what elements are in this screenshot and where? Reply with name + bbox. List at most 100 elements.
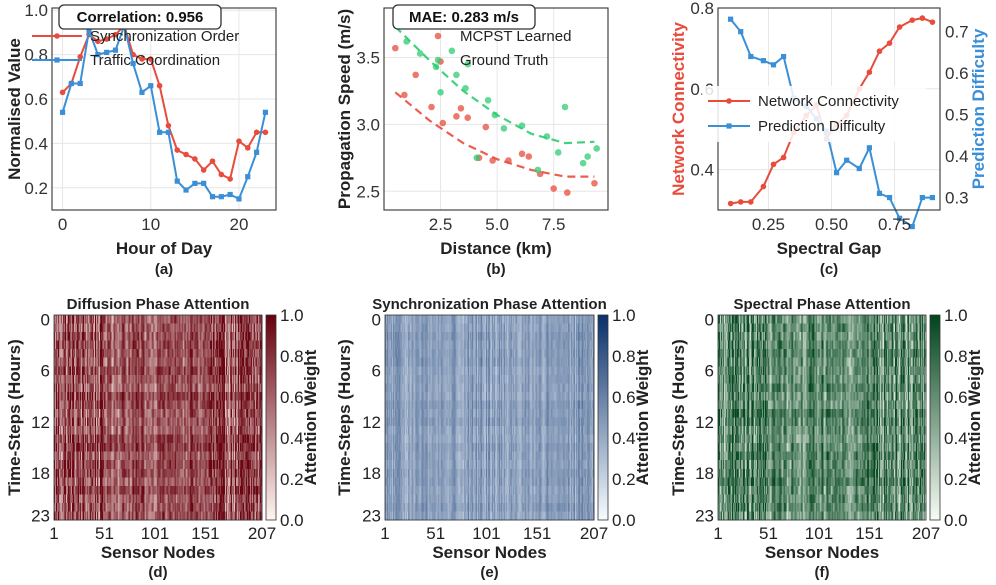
heatmap-cell xyxy=(140,408,142,418)
heatmap-cell xyxy=(164,332,166,341)
heatmap-cell xyxy=(118,408,120,418)
heatmap-cell xyxy=(86,417,88,427)
heatmap-cell xyxy=(174,332,176,341)
heatmap-cell xyxy=(83,315,85,324)
heatmap-cell xyxy=(173,417,175,427)
heatmap-cell xyxy=(123,400,125,410)
heatmap-cell xyxy=(97,391,99,401)
heatmap-cell xyxy=(175,400,177,410)
heatmap-cell xyxy=(179,383,181,393)
heatmap-cell xyxy=(55,323,57,333)
heatmap-cell xyxy=(151,366,153,376)
heatmap-cell xyxy=(145,417,147,427)
heatmap-cell xyxy=(140,340,142,350)
heatmap-cell xyxy=(80,315,82,324)
heatmap-cell xyxy=(238,332,241,341)
heatmap-cell xyxy=(168,340,170,350)
heatmap-cell xyxy=(107,357,109,367)
heatmap-cell xyxy=(195,332,198,341)
heatmap-cell xyxy=(186,417,188,427)
heatmap-cell xyxy=(141,383,143,393)
heatmap-cell xyxy=(86,408,88,418)
heatmap-cell xyxy=(188,332,190,341)
heatmap-cell xyxy=(122,357,124,367)
heatmap-cell xyxy=(89,366,91,376)
heatmap-cell xyxy=(156,357,158,367)
heatmap-cell xyxy=(246,349,249,359)
heatmap-cell xyxy=(170,366,172,376)
heatmap-cell xyxy=(218,357,221,367)
heatmap-cell xyxy=(252,408,255,418)
heatmap-cell xyxy=(124,366,126,376)
heatmap-cell xyxy=(57,391,59,401)
heatmap-cell xyxy=(199,417,202,427)
heatmap-cell xyxy=(239,340,242,350)
heatmap-cell xyxy=(178,408,180,418)
heatmap-cell xyxy=(249,383,252,393)
heatmap-cell xyxy=(147,366,149,376)
heatmap-cell xyxy=(186,340,188,350)
heatmap-cell xyxy=(86,391,88,401)
heatmap-cell xyxy=(127,366,129,376)
heatmap-cell xyxy=(188,408,190,418)
heatmap-cell xyxy=(132,340,134,350)
heatmap-cell xyxy=(67,374,69,384)
heatmap-cell xyxy=(256,332,259,341)
heatmap-cell xyxy=(54,340,56,350)
data-point xyxy=(156,129,163,135)
heatmap-cell xyxy=(145,400,147,410)
heatmap-cell xyxy=(107,400,109,410)
heatmap-cell xyxy=(195,417,198,427)
heatmap-cell xyxy=(151,391,153,401)
heatmap-cell xyxy=(229,408,232,418)
scatter-point-mcpst-learned xyxy=(453,113,460,120)
heatmap-cell xyxy=(73,374,75,384)
heatmap-cell xyxy=(190,408,193,418)
heatmap-cell xyxy=(70,417,72,427)
heatmap-cell xyxy=(103,332,105,341)
heatmap-cell xyxy=(218,391,221,401)
heatmap-cell xyxy=(132,357,134,367)
heatmap-cell xyxy=(258,340,261,350)
heatmap-cell xyxy=(74,400,76,410)
heatmap-cell xyxy=(186,323,188,333)
heatmap-cell xyxy=(63,400,65,410)
heatmap-cell xyxy=(197,417,200,427)
heatmap-cell xyxy=(200,349,203,359)
heatmap-cell xyxy=(77,383,79,393)
heatmap-cell xyxy=(253,340,256,350)
heatmap-cell xyxy=(61,374,63,384)
heatmap-cell xyxy=(81,357,83,367)
heatmap-cell xyxy=(224,400,227,410)
heatmap-cell xyxy=(207,391,210,401)
heatmap-cell xyxy=(133,408,135,418)
heatmap-cell xyxy=(230,323,233,333)
heatmap-cell xyxy=(77,366,79,376)
heatmap-cell xyxy=(220,383,223,393)
heatmap-cell xyxy=(108,391,110,401)
data-point xyxy=(245,174,251,180)
heatmap-cell xyxy=(167,366,169,376)
heatmap-cell xyxy=(180,374,182,384)
heatmap-cell xyxy=(159,366,161,376)
heatmap-cell xyxy=(258,315,261,324)
heatmap-cell xyxy=(73,383,75,393)
heatmap-cell xyxy=(163,323,165,333)
heatmap-cell xyxy=(191,383,194,393)
heatmap-cell xyxy=(213,400,216,410)
heatmap-cell xyxy=(67,383,69,393)
heatmap-cell xyxy=(179,315,181,324)
heatmap-cell xyxy=(66,357,68,367)
heatmap-cell xyxy=(254,357,257,367)
heatmap-cell xyxy=(246,391,249,401)
heatmap-cell xyxy=(216,417,219,427)
heatmap-cell xyxy=(239,400,242,410)
heatmap-cell xyxy=(124,349,126,359)
heatmap-cell xyxy=(64,366,66,376)
heatmap-cell xyxy=(154,383,156,393)
heatmap-cell xyxy=(110,357,112,367)
heatmap-cell xyxy=(135,391,137,401)
heatmap-cell xyxy=(164,391,166,401)
heatmap-cell xyxy=(99,323,101,333)
heatmap-cell xyxy=(147,408,149,418)
